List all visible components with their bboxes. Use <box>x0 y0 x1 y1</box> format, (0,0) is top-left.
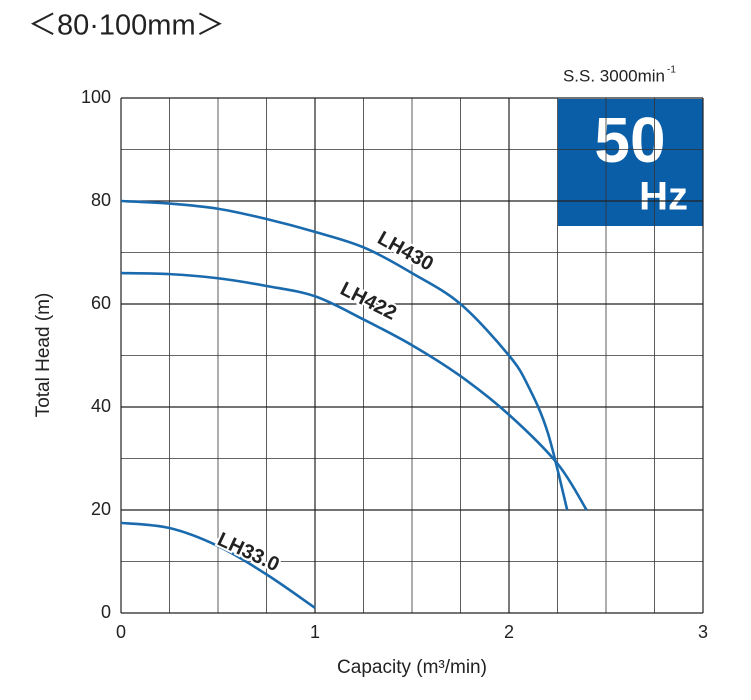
y-tick-label: 0 <box>101 602 111 622</box>
x-tick-label: 3 <box>698 622 708 642</box>
curve <box>120 271 588 511</box>
y-tick-label: 60 <box>91 293 111 313</box>
y-tick-label: 40 <box>91 396 111 416</box>
curve <box>120 199 569 511</box>
chart-title: ＜80·100mm＞ <box>28 10 225 42</box>
speed-label: S.S. 3000min <box>563 66 665 85</box>
curve-label: LH33.0 <box>214 529 283 577</box>
curve-label: LH422 <box>337 278 400 325</box>
badge-number: 50 <box>594 104 665 176</box>
y-tick-label: 100 <box>81 87 111 107</box>
x-tick-label: 0 <box>116 622 126 642</box>
badge <box>558 99 703 226</box>
x-axis-label: Capacity (m³/min) <box>337 657 487 678</box>
x-tick-label: 2 <box>504 622 514 642</box>
y-axis-label: Total Head (m) <box>33 293 54 418</box>
x-tick-label: 1 <box>310 622 320 642</box>
badge-unit: Hz <box>639 175 688 219</box>
y-tick-label: 80 <box>91 190 111 210</box>
speed-label-sup: -1 <box>667 65 676 76</box>
grid <box>120 97 704 614</box>
y-tick-label: 20 <box>91 499 111 519</box>
curve <box>120 521 316 609</box>
